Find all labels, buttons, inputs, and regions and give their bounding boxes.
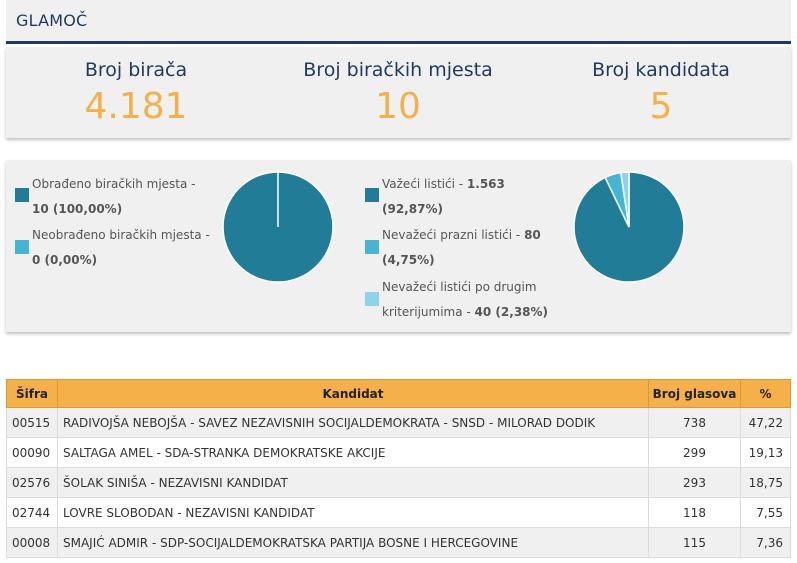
legend-blank-label: Nevažeći prazni listići - <box>382 228 525 242</box>
cell-code: 00515 <box>6 407 58 438</box>
municipality-title: GLAMOČ <box>16 11 88 30</box>
pie-charts-panel: Obrađeno biračkih mjesta - 10 (100,00%) … <box>6 160 791 332</box>
cell-pct: 7,55 <box>740 497 791 528</box>
legend-other-invalid: Nevažeći listići po drugim kriterijumima… <box>382 275 548 325</box>
cell-votes: 299 <box>648 437 741 468</box>
cell-code: 02744 <box>6 497 58 528</box>
header-votes: Broj glasova <box>648 379 741 408</box>
cell-candidate: SALTAGA AMEL - SDA-STRANKA DEMOKRATSKE A… <box>57 437 649 468</box>
legend-unprocessed: Neobrađeno biračkih mjesta - 0 (0,00%) <box>32 223 210 273</box>
cell-votes: 115 <box>648 527 741 558</box>
ballots-pie-slice-2 <box>619 171 630 228</box>
cell-votes: 118 <box>648 497 741 528</box>
cell-candidate: LOVRE SLOBODAN - NEZAVISNI KANDIDAT <box>57 497 649 528</box>
legend-other-invalid-label: Nevažeći listići po drugim <box>382 280 537 294</box>
legend-blank-value: 80 <box>524 228 541 242</box>
stat-candidates-value: 5 <box>649 86 673 127</box>
cell-pct: 18,75 <box>740 467 791 498</box>
cell-candidate: RADIVOJŠA NEBOJŠA - SAVEZ NEZAVISNIH SOC… <box>57 407 649 438</box>
legend-swatch-valid <box>365 188 379 202</box>
legend-blank: Nevažeći prazni listići - 80 (4,75%) <box>382 223 541 273</box>
table-row: 00090 SALTAGA AMEL - SDA-STRANKA DEMOKRA… <box>6 437 791 468</box>
header-code: Šifra <box>6 379 58 408</box>
legend-swatch-other-invalid <box>365 292 379 306</box>
table-row: 02576 ŠOLAK SINIŠA - NEZAVISNI KANDIDAT … <box>6 467 791 498</box>
legend-processed-label: Obrađeno biračkih mjesta - <box>32 177 196 191</box>
legend-unprocessed-value: 0 (0,00%) <box>32 253 98 267</box>
stat-voters-label: Broj birača <box>84 59 188 81</box>
legend-swatch-unprocessed <box>15 240 29 254</box>
cell-code: 02576 <box>6 467 58 498</box>
cell-votes: 738 <box>648 407 741 438</box>
table-row: 00008 SMAJIĆ ADMIR - SDP-SOCIJALDEMOKRAT… <box>6 527 791 558</box>
legend-valid: Važeći listići - 1.563 (92,87%) <box>382 172 505 222</box>
legend-valid-value: 1.563 <box>466 177 505 191</box>
stat-candidates-label: Broj kandidata <box>592 59 730 81</box>
legend-other-invalid-label-2: kriterijumima - <box>382 305 475 319</box>
table-row: 00515 RADIVOJŠA NEBOJŠA - SAVEZ NEZAVISN… <box>6 407 791 438</box>
candidates-table-wrap: Šifra Kandidat Broj glasova % 00515 RADI… <box>6 379 791 558</box>
cell-candidate: ŠOLAK SINIŠA - NEZAVISNI KANDIDAT <box>57 467 649 498</box>
ballots-pie-chart <box>573 171 685 283</box>
polling-stations-pie-chart <box>222 171 334 283</box>
header-candidate: Kandidat <box>57 379 649 408</box>
legend-processed-value: 10 (100,00%) <box>32 202 123 216</box>
legend-valid-pct: (92,87%) <box>382 202 443 216</box>
municipality-header: GLAMOČ <box>6 0 791 44</box>
stat-polling-stations-label: Broj biračkih mjesta <box>303 59 493 81</box>
stat-voters: Broj birača 4.181 <box>36 59 236 127</box>
cell-code: 00008 <box>6 527 58 558</box>
legend-other-invalid-value: 40 (2,38%) <box>474 305 549 319</box>
cell-pct: 7,36 <box>740 527 791 558</box>
candidates-table: Šifra Kandidat Broj glasova % 00515 RADI… <box>6 379 791 558</box>
cell-code: 00090 <box>6 437 58 468</box>
cell-pct: 47,22 <box>740 407 791 438</box>
legend-swatch-blank <box>365 240 379 254</box>
header-pct: % <box>740 379 791 408</box>
cell-votes: 293 <box>648 467 741 498</box>
table-row: 02744 LOVRE SLOBODAN - NEZAVISNI KANDIDA… <box>6 497 791 528</box>
cell-candidate: SMAJIĆ ADMIR - SDP-SOCIJALDEMOKRATSKA PA… <box>57 527 649 558</box>
legend-swatch-processed <box>15 188 29 202</box>
cell-pct: 19,13 <box>740 437 791 468</box>
legend-unprocessed-label: Neobrađeno biračkih mjesta - <box>32 228 210 242</box>
stat-polling-stations: Broj biračkih mjesta 10 <box>298 59 498 127</box>
stat-candidates: Broj kandidata 5 <box>561 59 761 127</box>
stat-voters-value: 4.181 <box>84 86 188 127</box>
stat-polling-stations-value: 10 <box>375 86 421 127</box>
legend-blank-pct: (4,75%) <box>382 253 435 267</box>
table-header-row: Šifra Kandidat Broj glasova % <box>6 379 791 408</box>
stats-panel: Broj birača 4.181 Broj biračkih mjesta 1… <box>6 47 791 138</box>
legend-valid-label: Važeći listići - <box>382 177 467 191</box>
legend-processed: Obrađeno biračkih mjesta - 10 (100,00%) <box>32 172 196 222</box>
